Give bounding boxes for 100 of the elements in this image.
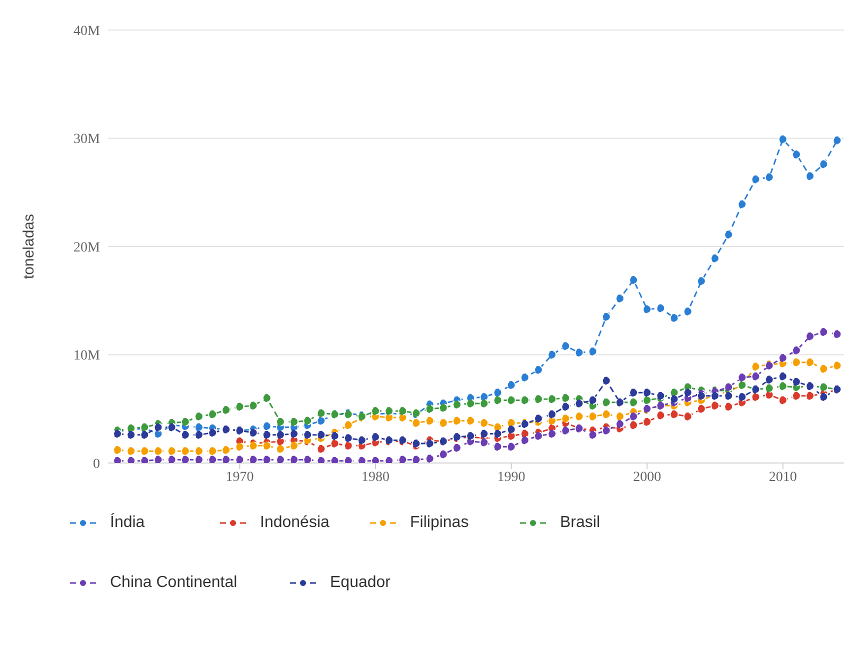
point bbox=[778, 372, 788, 381]
point bbox=[724, 230, 734, 240]
point bbox=[357, 436, 366, 445]
point bbox=[832, 330, 842, 339]
point bbox=[656, 391, 666, 400]
point bbox=[290, 455, 299, 463]
point bbox=[180, 417, 190, 426]
point bbox=[588, 396, 598, 405]
point bbox=[344, 434, 353, 443]
point bbox=[303, 416, 312, 426]
point bbox=[792, 358, 801, 367]
point bbox=[154, 446, 163, 456]
point bbox=[180, 446, 190, 456]
point bbox=[724, 382, 734, 392]
point bbox=[520, 372, 530, 382]
point bbox=[262, 430, 272, 440]
point bbox=[506, 380, 516, 390]
point bbox=[466, 416, 476, 426]
x-tick-label: 1970 bbox=[226, 470, 254, 485]
point bbox=[806, 332, 815, 341]
legend-label: Brasil bbox=[560, 514, 600, 532]
point bbox=[642, 417, 652, 426]
point bbox=[344, 441, 353, 450]
point bbox=[194, 430, 204, 440]
x-tick-label: 2000 bbox=[633, 470, 662, 485]
point bbox=[235, 402, 244, 412]
point bbox=[506, 424, 516, 434]
point bbox=[126, 456, 136, 463]
point bbox=[778, 396, 788, 405]
point bbox=[819, 160, 828, 169]
point bbox=[792, 346, 801, 355]
point bbox=[534, 365, 543, 374]
point bbox=[670, 410, 679, 419]
point bbox=[316, 456, 326, 463]
point bbox=[154, 455, 163, 463]
point bbox=[126, 446, 136, 456]
point bbox=[371, 456, 380, 463]
point bbox=[316, 416, 326, 426]
point bbox=[344, 456, 353, 463]
point bbox=[548, 429, 557, 438]
point bbox=[344, 420, 353, 430]
point bbox=[819, 364, 828, 374]
point bbox=[222, 455, 231, 463]
point bbox=[520, 396, 530, 405]
point bbox=[751, 362, 760, 372]
point bbox=[574, 412, 584, 421]
point bbox=[764, 172, 774, 182]
point bbox=[764, 384, 774, 393]
point bbox=[819, 382, 828, 392]
point bbox=[262, 441, 272, 450]
point bbox=[208, 428, 218, 438]
point bbox=[276, 444, 285, 454]
point bbox=[425, 454, 434, 463]
point bbox=[724, 402, 734, 412]
point bbox=[235, 455, 244, 463]
point bbox=[642, 388, 652, 398]
point bbox=[412, 455, 421, 463]
point bbox=[602, 398, 611, 407]
y-tick-label: 10M bbox=[74, 348, 101, 364]
point bbox=[330, 456, 340, 463]
point bbox=[438, 450, 448, 459]
point bbox=[792, 391, 801, 400]
legend-label: Equador bbox=[330, 574, 390, 592]
point bbox=[670, 313, 679, 322]
point bbox=[262, 394, 272, 403]
point bbox=[371, 406, 380, 416]
point bbox=[724, 391, 734, 400]
point bbox=[506, 442, 516, 452]
y-tick-label: 30M bbox=[74, 132, 101, 148]
point bbox=[357, 456, 366, 463]
point bbox=[710, 401, 720, 410]
point bbox=[480, 418, 489, 428]
point bbox=[180, 455, 190, 463]
point bbox=[629, 398, 638, 407]
point bbox=[751, 372, 760, 381]
point bbox=[588, 412, 598, 421]
point bbox=[561, 394, 570, 403]
point bbox=[778, 382, 788, 391]
point bbox=[493, 396, 502, 405]
point bbox=[534, 431, 543, 440]
point bbox=[452, 416, 462, 426]
point bbox=[262, 422, 272, 431]
y-tick-label: 20M bbox=[74, 240, 101, 256]
point bbox=[480, 398, 489, 408]
point bbox=[561, 426, 570, 436]
point bbox=[425, 416, 434, 426]
point bbox=[384, 456, 394, 463]
point bbox=[738, 372, 747, 382]
y-tick-label: 40M bbox=[74, 24, 101, 39]
point bbox=[167, 446, 176, 456]
x-tick-label: 2010 bbox=[768, 470, 797, 485]
point bbox=[398, 455, 408, 463]
x-tick-label: 1980 bbox=[362, 470, 390, 485]
point bbox=[615, 412, 624, 421]
point bbox=[683, 306, 692, 316]
point bbox=[778, 353, 788, 362]
point bbox=[642, 396, 652, 405]
point bbox=[290, 417, 299, 426]
legend-label: Indonésia bbox=[260, 514, 330, 532]
point bbox=[425, 404, 434, 414]
